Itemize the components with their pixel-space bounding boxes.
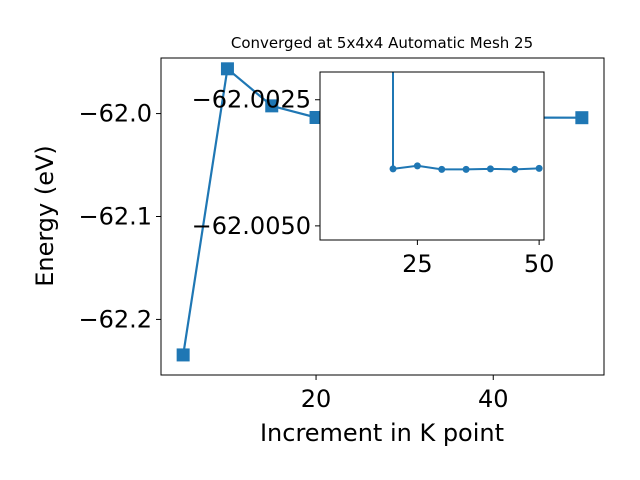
inset-y-ticks: −62.0050 −62.0025 (192, 86, 320, 240)
inset-y-tick-label: −62.0050 (192, 212, 311, 240)
inset-plot: 25 50 −62.0050 −62.0025 (192, 71, 554, 278)
inset-background (320, 72, 544, 240)
inset-y-tick-label: −62.0025 (192, 86, 311, 114)
main-data-point (575, 111, 589, 125)
main-y-ticks: −62.0 −62.1 −62.2 (78, 100, 161, 333)
inset-data-point (511, 165, 519, 173)
inset-data-point (486, 165, 494, 173)
x-axis-label: Increment in K point (260, 419, 504, 447)
inset-data-point (462, 165, 470, 173)
inset-markers (389, 162, 543, 173)
main-x-ticks: 20 40 (301, 375, 509, 413)
main-x-tick-label: 20 (301, 385, 332, 413)
main-y-tick-label: −62.0 (78, 100, 152, 128)
main-data-point (309, 110, 323, 124)
inset-data-point (389, 165, 397, 173)
main-x-tick-label: 40 (478, 385, 509, 413)
inset-plot-frame (319, 71, 545, 241)
main-data-point (176, 348, 190, 362)
inset-x-ticks: 25 50 (402, 240, 554, 278)
inset-series-line-group (392, 72, 540, 171)
inset-x-tick-label: 50 (524, 250, 555, 278)
main-y-tick-label: −62.2 (78, 305, 152, 333)
inset-x-tick-label: 25 (402, 250, 433, 278)
chart-title: Converged at 5x4x4 Automatic Mesh 25 (231, 34, 533, 52)
y-axis-label: Energy (eV) (31, 145, 59, 287)
inset-data-point (535, 164, 543, 172)
inset-data-point (438, 165, 446, 173)
inset-data-point (413, 162, 421, 170)
main-y-tick-label: −62.1 (78, 203, 152, 231)
main-data-point (220, 62, 234, 76)
inset-series-line (392, 72, 540, 171)
main-data-point (265, 99, 279, 113)
